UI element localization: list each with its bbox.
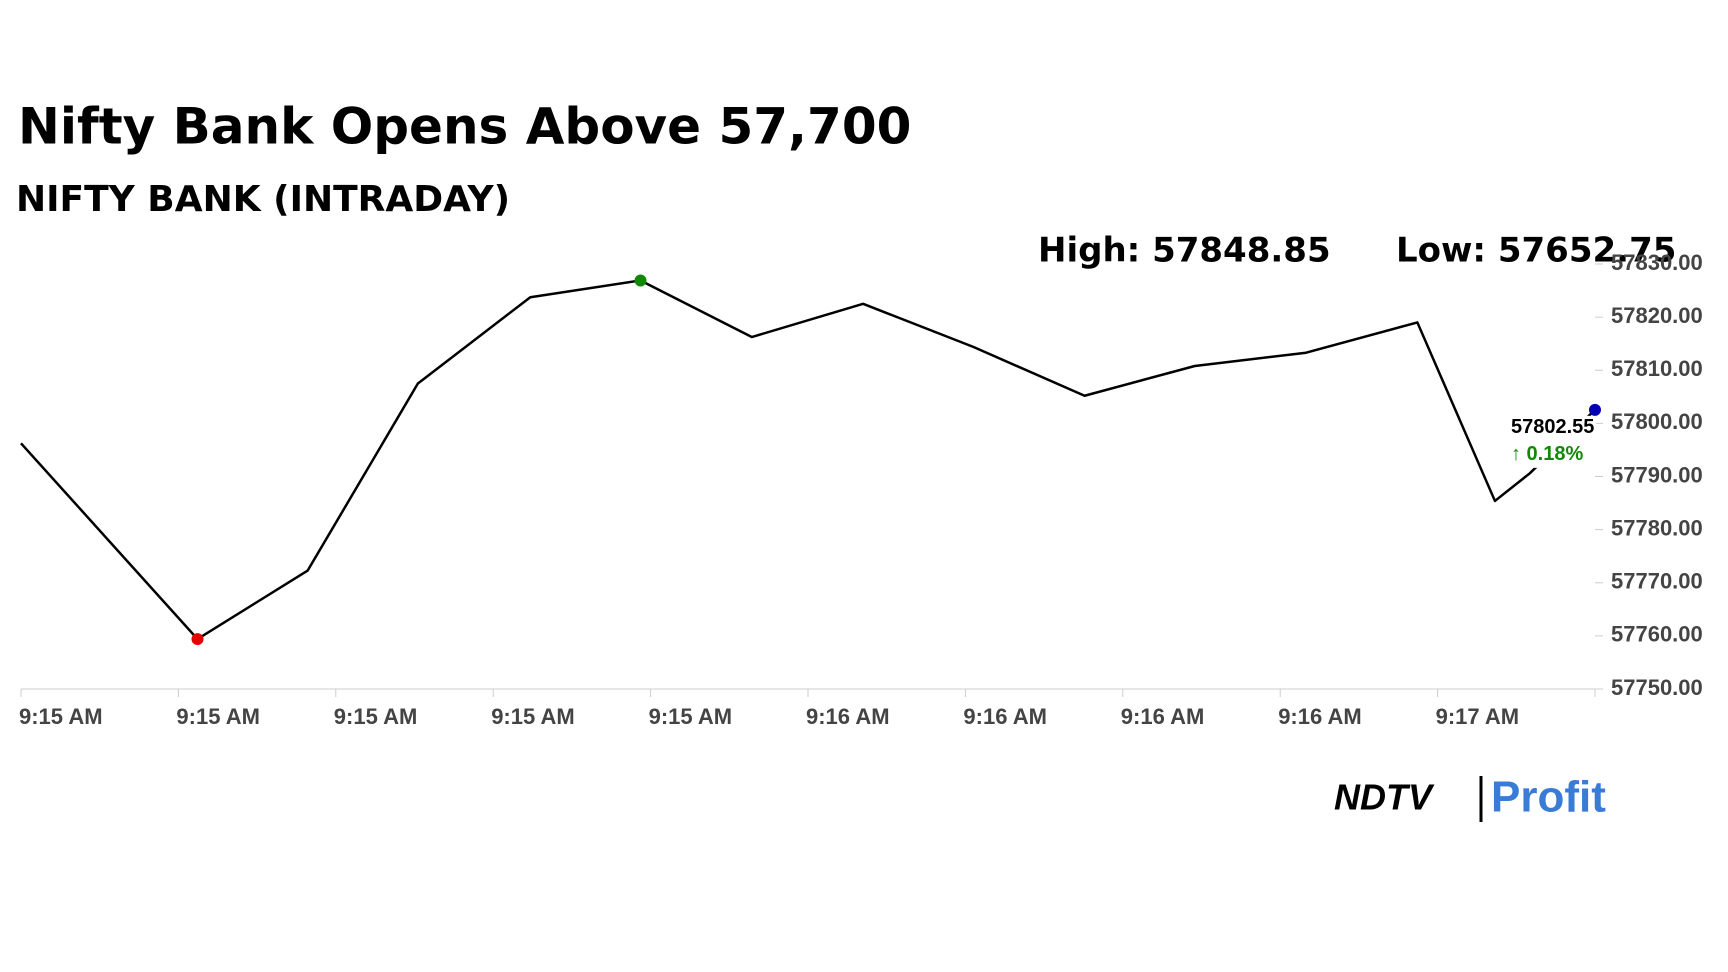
- x-tick-label: 9:16 AM: [1278, 704, 1362, 729]
- last-label-bg: [1510, 415, 1596, 468]
- y-tick-label: 57750.00: [1611, 675, 1703, 700]
- y-tick-label: 57760.00: [1611, 622, 1703, 647]
- x-tick-label: 9:15 AM: [334, 704, 418, 729]
- last-marker: [1589, 403, 1601, 416]
- logo-ndtv: NDTV: [1334, 777, 1435, 818]
- low-marker: [191, 633, 204, 646]
- x-tick-label: 9:16 AM: [963, 704, 1047, 729]
- y-tick-label: 57780.00: [1611, 515, 1703, 540]
- last-value-label: 57802.55: [1511, 416, 1594, 438]
- change-label: ↑ 0.18%: [1511, 443, 1583, 465]
- x-tick-label: 9:15 AM: [649, 704, 733, 729]
- x-tick-label: 9:15 AM: [19, 704, 103, 729]
- y-tick-label: 57820.00: [1611, 303, 1703, 328]
- x-tick-label: 9:16 AM: [1121, 704, 1205, 729]
- x-tick-label: 9:15 AM: [176, 704, 260, 729]
- y-tick-label: 57770.00: [1611, 569, 1703, 594]
- x-tick-label: 9:17 AM: [1436, 704, 1520, 729]
- y-tick-label: 57830.00: [1611, 250, 1703, 275]
- y-tick-label: 57800.00: [1611, 409, 1703, 434]
- chart-subtitle: NIFTY BANK (INTRADAY): [16, 179, 510, 220]
- low-label: Low: 57652.75: [1396, 231, 1676, 271]
- x-tick-label: 9:16 AM: [806, 704, 890, 729]
- high-marker: [634, 274, 647, 287]
- logo-profit: Profit: [1491, 773, 1606, 822]
- x-tick-label: 9:15 AM: [491, 704, 575, 729]
- y-tick-label: 57790.00: [1611, 462, 1703, 487]
- high-label: High: 57848.85: [1038, 231, 1331, 271]
- chart-title: Nifty Bank Opens Above 57,700: [18, 98, 911, 156]
- price-line: [20, 279, 1596, 641]
- logo: NDTV Profit: [1334, 773, 1606, 822]
- y-tick-label: 57810.00: [1611, 356, 1703, 381]
